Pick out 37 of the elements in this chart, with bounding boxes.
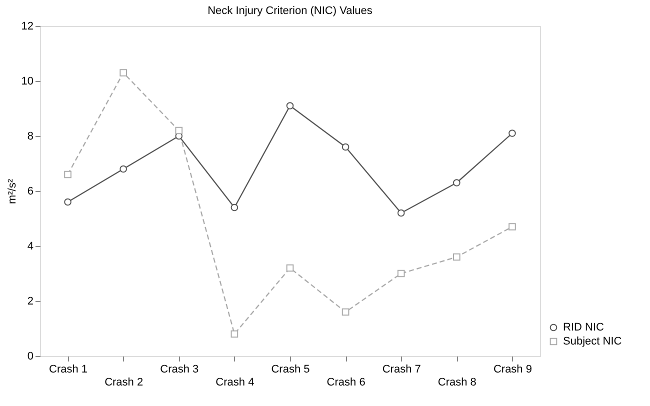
x-tick-label: Crash 9 xyxy=(493,364,532,376)
point xyxy=(342,143,350,151)
y-tick-label: 4 xyxy=(27,240,34,252)
legend-label: Subject NIC xyxy=(563,336,622,348)
x-tick-label: Crash 3 xyxy=(160,364,199,376)
x-tick-label: Crash 4 xyxy=(216,376,254,388)
x-tick-label: Crash 6 xyxy=(326,376,366,388)
x-tick-label: Crash 7 xyxy=(382,364,421,376)
x-tick-label: Crash 8 xyxy=(438,376,476,388)
point xyxy=(230,330,238,338)
y-tick-label: 10 xyxy=(21,76,34,88)
y-tick-label: 0 xyxy=(27,350,34,362)
point xyxy=(397,209,405,217)
point xyxy=(397,270,405,278)
point xyxy=(64,170,72,178)
point xyxy=(175,126,183,134)
y-tick-label: 6 xyxy=(27,186,34,198)
point xyxy=(64,198,72,206)
legend-label: RID NIC xyxy=(563,322,604,334)
point xyxy=(286,264,294,272)
point xyxy=(453,179,460,186)
point xyxy=(120,69,127,76)
point xyxy=(453,253,460,261)
point xyxy=(508,223,516,230)
chart-title: Neck Injury Criterion (NIC) Values xyxy=(208,5,373,17)
y-tick-label: 12 xyxy=(21,20,34,32)
point xyxy=(230,204,238,212)
point xyxy=(342,308,350,316)
point xyxy=(120,165,127,173)
y-axis-title: m²/s² xyxy=(6,178,18,204)
x-tick-label: Crash 1 xyxy=(49,364,88,376)
y-tick-label: 8 xyxy=(27,130,34,142)
x-tick-label: Crash 5 xyxy=(271,364,310,376)
point xyxy=(508,130,516,137)
point xyxy=(286,102,294,110)
x-tick-label: Crash 2 xyxy=(104,376,144,388)
y-tick-label: 2 xyxy=(27,296,34,308)
